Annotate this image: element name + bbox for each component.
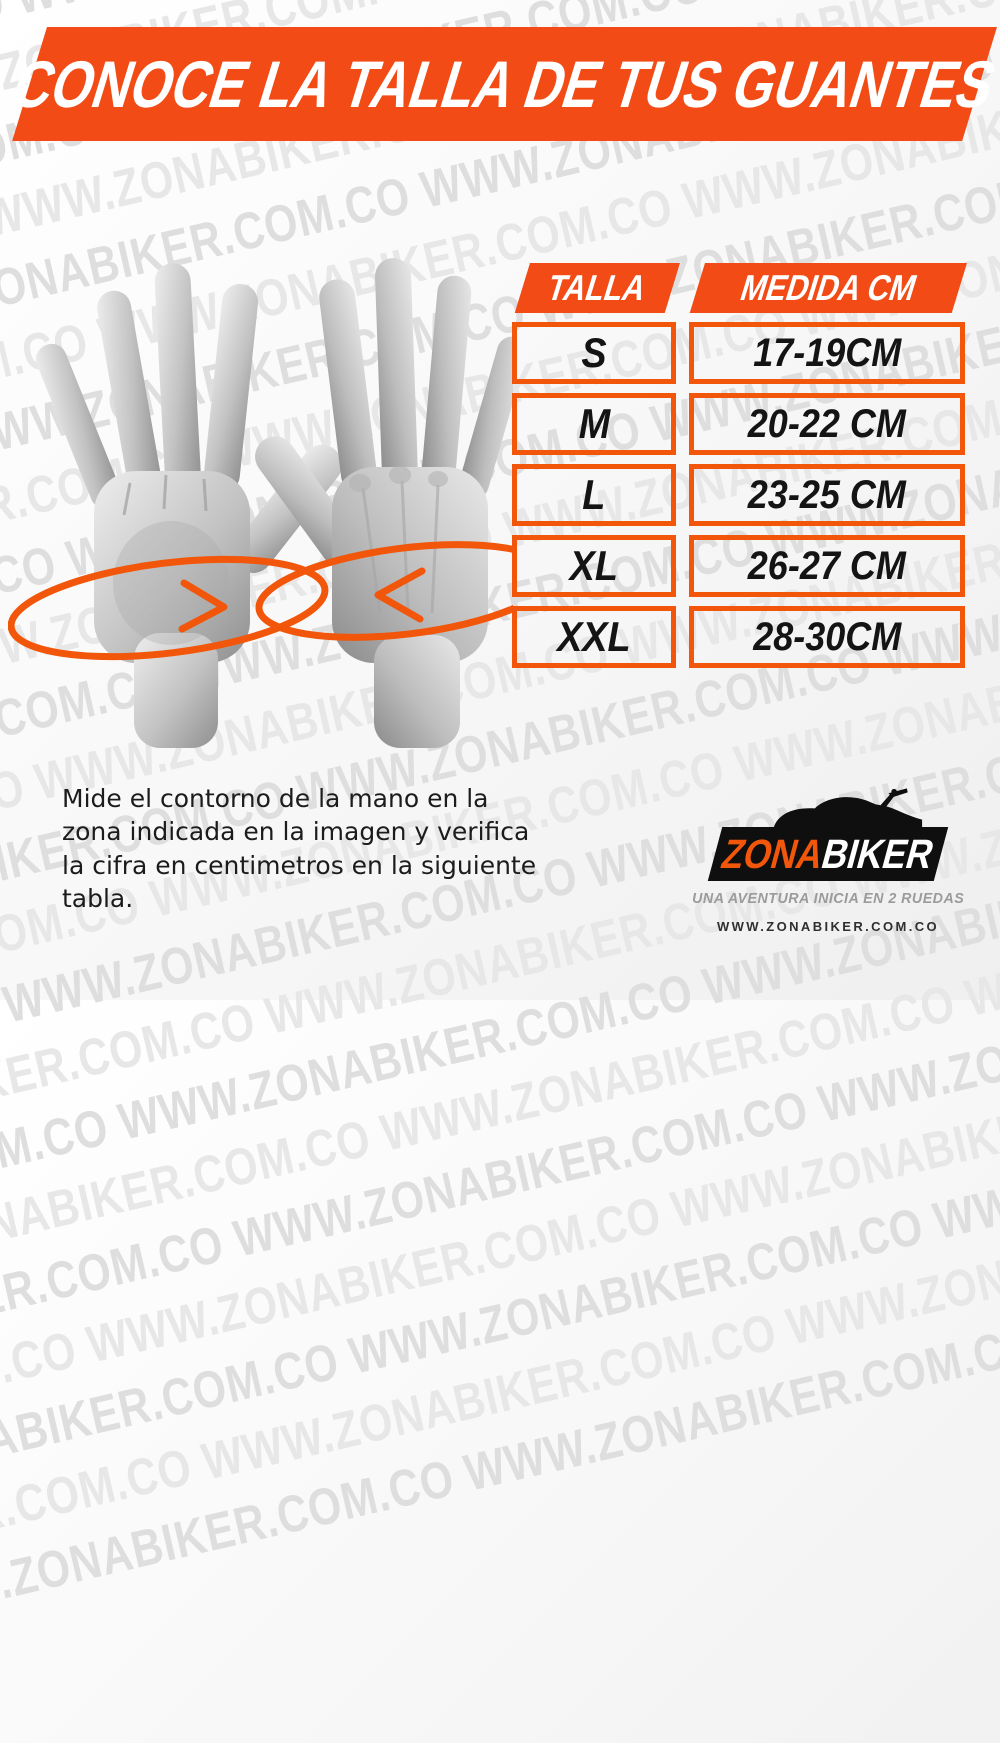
table-row-size: XL xyxy=(512,535,676,597)
table-row-measure: 17-19CM xyxy=(689,322,965,384)
left-hand-palm xyxy=(35,263,342,748)
page-title: CONOCE LA TALLA DE TUS GUANTES xyxy=(4,47,1000,121)
brand-wordmark: ZONABIKER xyxy=(717,831,939,878)
table-row-size: S xyxy=(512,322,676,384)
measure-value: 17-19CM xyxy=(752,330,902,375)
title-banner: CONOCE LA TALLA DE TUS GUANTES xyxy=(4,27,1000,141)
table-header-medida: MEDIDA CM xyxy=(689,263,967,313)
left-arrow-icon xyxy=(178,579,228,633)
table-row-measure: 28-30CM xyxy=(689,606,965,668)
instructions-text: Mide el contorno de la mano en la zona i… xyxy=(62,784,537,913)
watermark-text-row: WWW.ZONABIKER.COM.CO WWW.ZONABIKER.COM.C… xyxy=(0,763,1000,1627)
watermark-text-row: WWW.ZONABIKER.COM.CO WWW.ZONABIKER.COM.C… xyxy=(0,774,1000,1638)
table-header-medida-label: MEDIDA CM xyxy=(735,267,922,308)
table-row-measure: 20-22 CM xyxy=(689,393,965,455)
table-row-measure: 23-25 CM xyxy=(689,464,965,526)
size-value: XXL xyxy=(557,613,631,660)
right-hand-back xyxy=(255,258,513,748)
table-row-measure: 26-27 CM xyxy=(689,535,965,597)
size-value: L xyxy=(582,471,606,518)
watermark-text-row: WWW.ZONABIKER.COM.CO WWW.ZONABIKER.COM.C… xyxy=(0,540,1000,1404)
watermark-text-row: WWW.ZONABIKER.COM.CO WWW.ZONABIKER.COM.C… xyxy=(0,646,1000,1510)
watermark-text-row: WWW.ZONABIKER.COM.CO WWW.ZONABIKER.COM.C… xyxy=(0,435,1000,1298)
motorcycle-icon xyxy=(772,788,922,830)
size-value: M xyxy=(578,400,610,447)
right-arrow-icon xyxy=(374,567,426,623)
measure-value: 28-30CM xyxy=(752,614,902,659)
measure-value: 23-25 CM xyxy=(747,472,907,517)
table-row-size: L xyxy=(512,464,676,526)
size-value: S xyxy=(581,329,607,376)
measure-value: 26-27 CM xyxy=(747,543,907,588)
hands-measurement-illustration xyxy=(8,258,513,748)
brand-url: WWW.ZONABIKER.COM.CO xyxy=(716,919,940,934)
table-row-size: XXL xyxy=(512,606,676,668)
brand-wordmark-box: ZONABIKER xyxy=(707,827,949,881)
table-row-size: M xyxy=(512,393,676,455)
brand-tagline: UNA AVENTURA INICIA EN 2 RUEDAS xyxy=(691,890,965,907)
brand-name-zona: ZONA xyxy=(717,830,830,877)
brand-logo-block: ZONABIKER UNA AVENTURA INICIA EN 2 RUEDA… xyxy=(692,786,964,934)
size-value: XL xyxy=(569,542,619,589)
right-hand-measure-loop xyxy=(255,541,513,641)
brand-name-biker: BIKER xyxy=(817,830,940,877)
table-header-talla: TALLA xyxy=(514,263,680,313)
table-header-talla-label: TALLA xyxy=(542,267,653,308)
watermark-text-row: WWW.ZONABIKER.COM.CO WWW.ZONABIKER.COM.C… xyxy=(0,657,1000,1521)
measure-value: 20-22 CM xyxy=(747,401,907,446)
left-hand-measure-loop xyxy=(8,555,329,661)
